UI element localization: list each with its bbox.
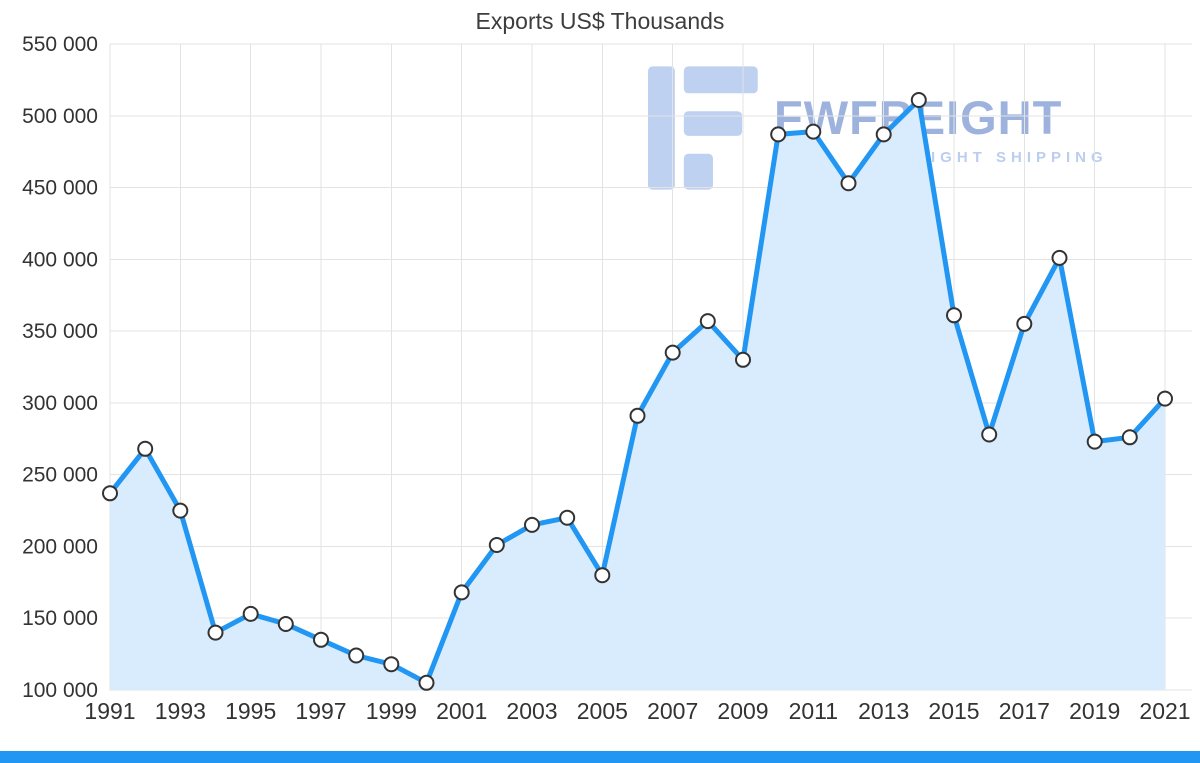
- data-point-marker: [770, 126, 787, 143]
- data-point-marker: [137, 440, 154, 457]
- x-axis-tick-label: 2021: [1139, 698, 1190, 724]
- x-axis-tick-label: 1999: [366, 698, 417, 724]
- x-axis-tick-label: 2019: [1069, 698, 1120, 724]
- data-point-marker: [981, 426, 998, 443]
- data-point-marker: [664, 344, 681, 361]
- data-point-marker: [699, 313, 716, 330]
- data-point-marker: [242, 605, 259, 622]
- y-axis-tick-label: 550 000: [22, 33, 98, 56]
- data-point-marker: [910, 92, 927, 108]
- data-point-marker: [453, 584, 470, 601]
- data-point-marker: [559, 509, 576, 526]
- x-axis-tick-label: 2017: [999, 698, 1050, 724]
- x-axis-tick-label: 2005: [577, 698, 628, 724]
- data-point-marker: [735, 351, 751, 368]
- data-point-marker: [313, 631, 329, 648]
- data-point-marker: [1016, 315, 1033, 332]
- data-point-marker: [946, 307, 962, 324]
- x-axis-tick-label: 1997: [295, 698, 346, 724]
- x-axis-tick-label: 2007: [647, 698, 698, 724]
- data-point-marker: [805, 123, 822, 140]
- data-point-marker: [840, 175, 857, 192]
- x-axis-tick-label: 2015: [928, 698, 979, 724]
- x-axis-tick-label: 2009: [717, 698, 768, 724]
- data-point-marker: [1051, 249, 1068, 266]
- data-point-marker: [629, 407, 646, 424]
- data-point-marker: [102, 485, 118, 502]
- x-axis-tick-label: 1991: [84, 698, 135, 724]
- data-point-marker: [1157, 390, 1173, 407]
- y-axis-tick-label: 450 000: [22, 177, 98, 200]
- x-axis-tick-label: 2003: [506, 698, 557, 724]
- data-point-marker: [488, 537, 505, 553]
- y-axis-tick-label: 500 000: [22, 105, 98, 128]
- y-axis-tick-label: 250 000: [22, 464, 98, 487]
- x-axis-tick-label: 2013: [858, 698, 909, 724]
- y-axis-tick-label: 100 000: [22, 679, 98, 702]
- data-point-marker: [594, 567, 611, 584]
- y-axis-tick-label: 150 000: [22, 607, 98, 630]
- y-axis-tick-label: 300 000: [22, 392, 98, 415]
- y-axis-tick-label: 200 000: [22, 535, 98, 558]
- y-axis-tick-label: 400 000: [22, 248, 98, 271]
- x-axis-tick-label: 1993: [155, 698, 206, 724]
- data-point-marker: [172, 502, 189, 519]
- data-point-marker: [207, 624, 224, 641]
- data-point-marker: [1086, 433, 1103, 450]
- data-point-marker: [1121, 429, 1138, 446]
- data-point-marker: [277, 616, 294, 632]
- series-area-fill: [110, 100, 1165, 690]
- data-point-marker: [348, 647, 365, 664]
- x-axis-tick-label: 2001: [436, 698, 487, 724]
- y-axis-tick-label: 350 000: [22, 320, 98, 343]
- data-point-marker: [418, 674, 435, 691]
- data-point-marker: [383, 656, 400, 673]
- footer-bar: [0, 751, 1200, 763]
- x-axis-tick-label: 2011: [789, 698, 838, 724]
- data-point-marker: [524, 516, 540, 533]
- data-point-marker: [875, 126, 892, 143]
- x-axis-tick-label: 1995: [225, 698, 276, 724]
- chart-title: Exports US$ Thousands: [475, 8, 725, 34]
